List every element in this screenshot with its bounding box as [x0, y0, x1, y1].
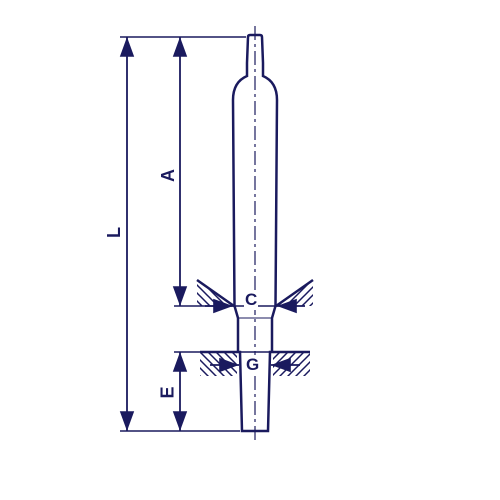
- label-e: E: [158, 386, 179, 398]
- technical-drawing: [0, 0, 500, 500]
- label-l: L: [104, 227, 125, 238]
- label-c: C: [244, 290, 258, 310]
- label-a: A: [158, 169, 179, 182]
- label-g: G: [245, 355, 260, 375]
